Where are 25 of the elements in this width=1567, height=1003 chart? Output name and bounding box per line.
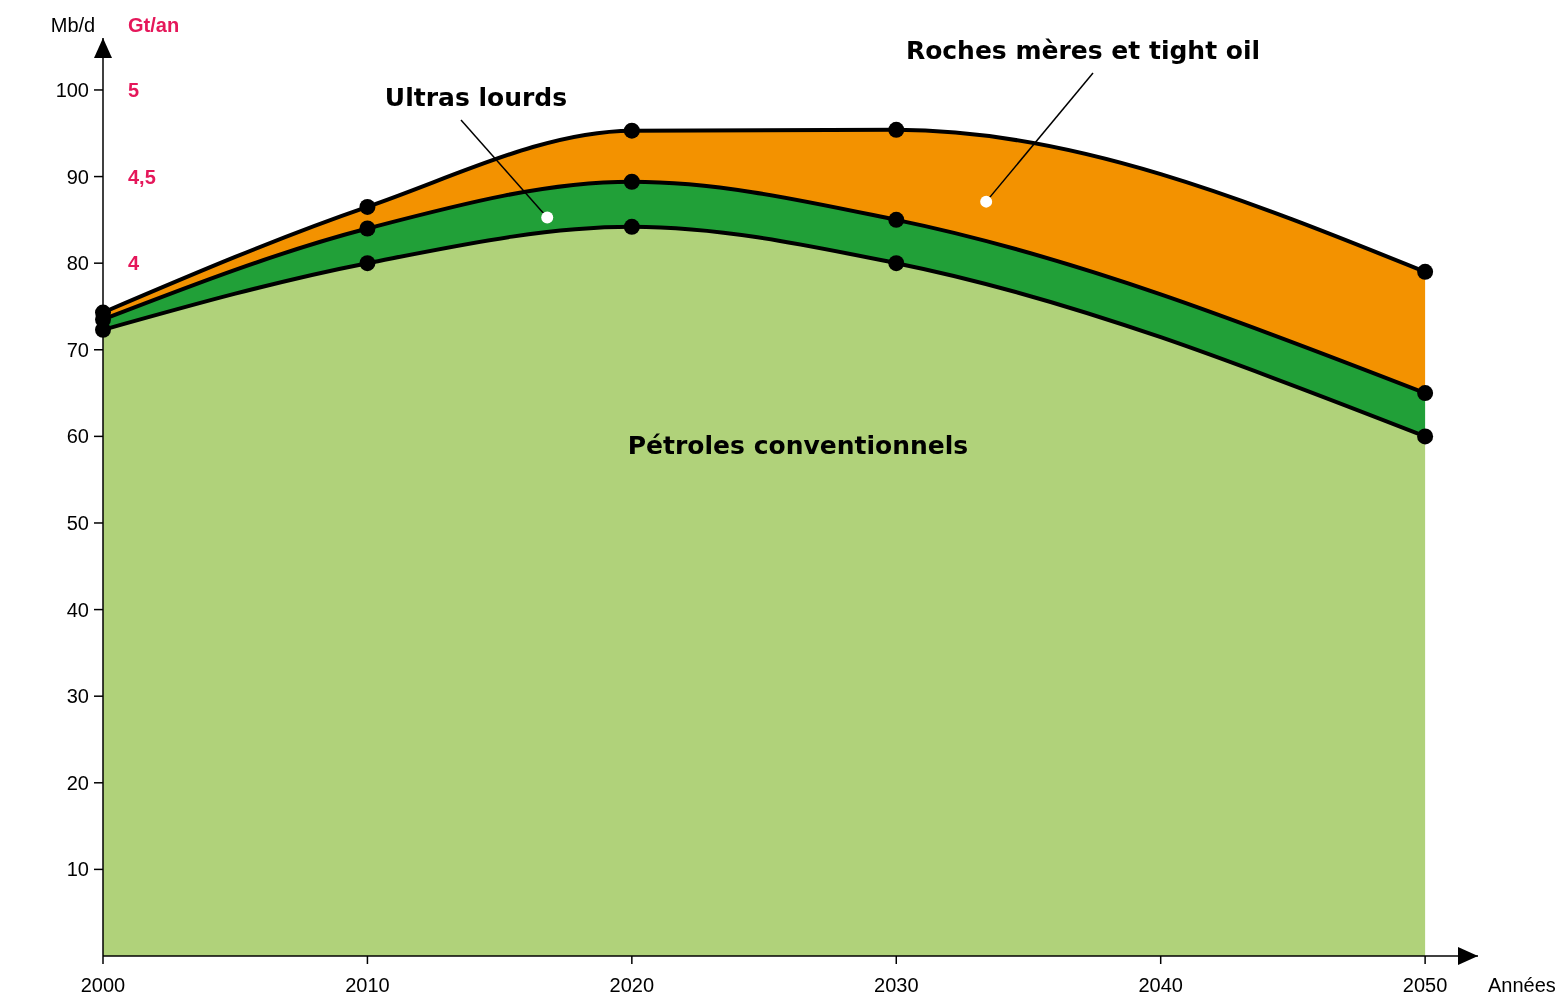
x-tick-label: 2040: [1138, 974, 1183, 996]
y-tick-label: 20: [66, 771, 89, 794]
y2-tick-label: 4: [128, 252, 140, 275]
x-tick-label: 2050: [1402, 974, 1448, 996]
y-tick-label: 70: [66, 338, 89, 361]
y2-tick-label: 5: [128, 78, 140, 101]
text: Roches mères et tight oil: [905, 36, 1261, 65]
text: Ultras lourds: [384, 83, 568, 112]
y-tick-label: 90: [66, 165, 89, 188]
x-tick-label: 2030: [874, 974, 919, 996]
series-label: Pétroles conventionnels: [627, 431, 969, 460]
y-tick-label: 100: [55, 78, 89, 101]
y-tick-label: 10: [66, 858, 89, 881]
y2-axis-title: Gt/an: [128, 14, 180, 36]
y-tick-label: 40: [66, 598, 89, 621]
x-tick-label: 2000: [80, 974, 126, 996]
y2-tick-label: 4,5: [128, 165, 156, 188]
x-tick-label: 2020: [609, 974, 655, 996]
y-tick-label: 80: [66, 252, 89, 275]
y-axis-title: Mb/d: [50, 14, 96, 36]
x-tick-label: 2010: [345, 974, 390, 996]
y-tick-label: 50: [66, 511, 89, 534]
y-tick-label: 60: [66, 425, 89, 448]
y-tick-label: 30: [66, 685, 89, 708]
x-axis-title: Années: [1488, 974, 1556, 996]
